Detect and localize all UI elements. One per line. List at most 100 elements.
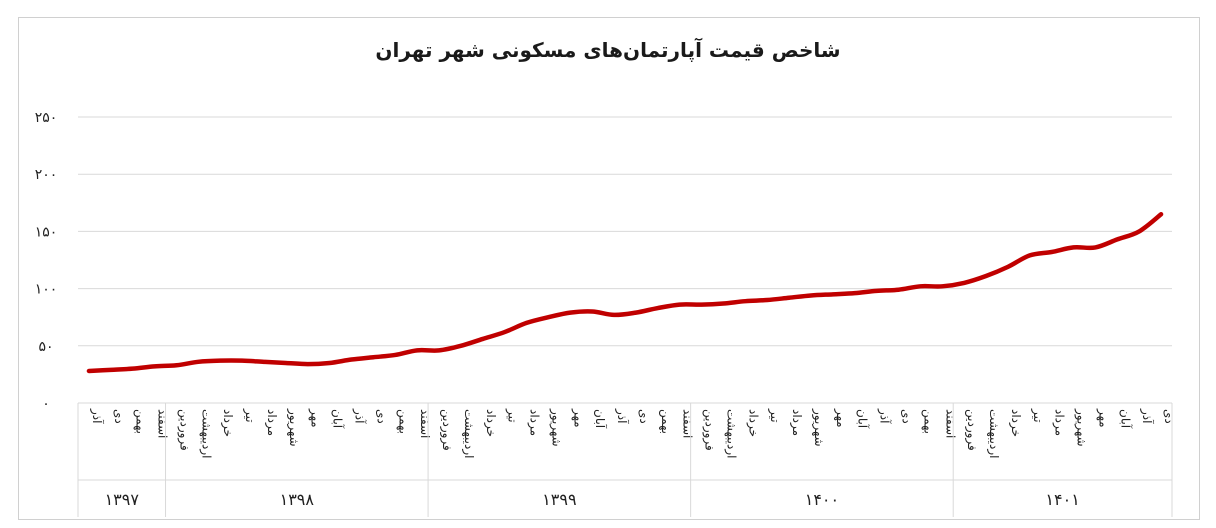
x-tick-label: تیر	[767, 408, 782, 423]
x-tick-label: اردیبهشت	[986, 409, 1001, 458]
x-tick-label: خرداد	[483, 409, 498, 437]
data-point	[590, 309, 594, 313]
x-tick-label: دی	[1162, 409, 1176, 424]
data-point	[656, 306, 660, 310]
series-line	[86, 211, 1164, 374]
x-tick-label: اردیبهشت	[198, 409, 213, 458]
data-point	[371, 355, 375, 359]
x-tick-label: دی	[900, 409, 914, 424]
year-label: ۱۳۹۸	[280, 490, 315, 509]
category-axis: آذر دی بهمن اسفند فروردین اردیبهشت خرداد تیر مرد…	[77, 402, 1176, 517]
data-point	[918, 284, 922, 288]
x-tick-label: فروردین	[964, 409, 979, 451]
x-tick-label: مهر	[833, 408, 848, 428]
x-tick-label: دی	[374, 409, 388, 424]
data-point	[328, 361, 332, 365]
data-point	[962, 281, 966, 285]
data-point	[787, 296, 791, 300]
y-tick-label: ۲۵۰	[35, 110, 58, 126]
x-tick-label: آبان	[593, 409, 608, 429]
data-point	[897, 288, 901, 292]
data-point	[525, 321, 529, 325]
x-tick-label: آذر	[877, 408, 893, 424]
data-point	[765, 298, 769, 302]
x-tick-label: اردیبهشت	[723, 409, 738, 458]
x-tick-label: دی	[112, 409, 126, 424]
x-tick-label: تیر	[505, 408, 520, 423]
data-point	[634, 311, 638, 315]
x-tick-label: مرداد	[1052, 409, 1067, 436]
x-tick-label: فروردین	[702, 409, 717, 451]
gridlines	[78, 116, 1172, 347]
y-tick-label: ۰	[42, 396, 50, 412]
data-point	[196, 360, 200, 364]
x-tick-label: اسفند	[943, 409, 957, 438]
x-tick-label: مرداد	[527, 409, 542, 436]
x-tick-label: اردیبهشت	[461, 409, 476, 458]
x-tick-label: خرداد	[745, 409, 760, 437]
data-point	[174, 363, 178, 367]
data-point	[109, 368, 113, 372]
year-label: ۱۴۰۱	[1045, 490, 1079, 509]
data-point	[853, 291, 857, 295]
x-tick-label: اسفند	[681, 409, 695, 438]
x-tick-label: شهریور	[811, 408, 826, 447]
x-tick-label: آبان	[1118, 409, 1133, 429]
data-point	[875, 289, 879, 293]
data-point	[284, 361, 288, 365]
x-tick-label: آذر	[614, 408, 630, 424]
x-tick-label: خرداد	[1008, 409, 1023, 437]
series-layer	[86, 211, 1164, 374]
x-tick-label: خرداد	[220, 409, 235, 437]
data-point	[546, 315, 550, 319]
data-point	[153, 364, 157, 368]
x-tick-label: مهر	[308, 408, 323, 428]
data-point	[481, 337, 485, 341]
x-tick-label: شهریور	[1074, 408, 1089, 447]
chart-title: شاخص قیمت آپارتمان‌های مسکونی شهر تهران	[375, 38, 841, 62]
x-tick-label: شهریور	[286, 408, 301, 447]
x-tick-label: فروردین	[176, 409, 191, 451]
x-tick-label: تیر	[242, 408, 257, 423]
x-tick-label: بهمن	[395, 409, 410, 434]
x-tick-label: شهریور	[548, 408, 563, 447]
x-tick-label: اسفند	[418, 409, 432, 438]
x-tick-label: آذر	[1139, 408, 1155, 424]
data-point	[437, 348, 441, 352]
data-point	[240, 359, 244, 363]
y-tick-label: ۱۰۰	[35, 282, 58, 298]
data-point	[503, 330, 507, 334]
data-point	[1115, 237, 1119, 241]
data-point	[87, 369, 91, 373]
x-tick-label: فروردین	[439, 409, 454, 451]
x-tick-label: مهر	[570, 408, 585, 428]
data-point	[940, 284, 944, 288]
x-tick-label: دی	[637, 409, 651, 424]
x-tick-label: تیر	[1030, 408, 1045, 423]
data-point	[1137, 229, 1141, 233]
x-tick-label: آبان	[331, 409, 346, 429]
data-point	[459, 344, 463, 348]
data-point	[678, 303, 682, 307]
year-label: ۱۴۰۰	[805, 490, 839, 509]
data-point	[1159, 212, 1163, 216]
x-tick-label: اسفند	[156, 409, 170, 438]
data-point	[393, 353, 397, 357]
y-tick-label: ۲۰۰	[35, 167, 58, 183]
data-point	[721, 301, 725, 305]
data-point	[1028, 253, 1032, 257]
data-point	[612, 313, 616, 317]
y-tick-label: ۱۵۰	[35, 224, 58, 240]
data-point	[984, 274, 988, 278]
data-point	[1093, 245, 1097, 249]
data-point	[131, 367, 135, 371]
x-tick-label: بهمن	[658, 409, 673, 434]
data-point	[350, 358, 354, 362]
data-point	[218, 359, 222, 363]
y-tick-label: ۵۰	[38, 339, 53, 355]
year-label: ۱۳۹۹	[542, 490, 576, 509]
x-tick-label: مرداد	[264, 409, 279, 436]
data-point	[1072, 245, 1076, 249]
data-point	[743, 299, 747, 303]
